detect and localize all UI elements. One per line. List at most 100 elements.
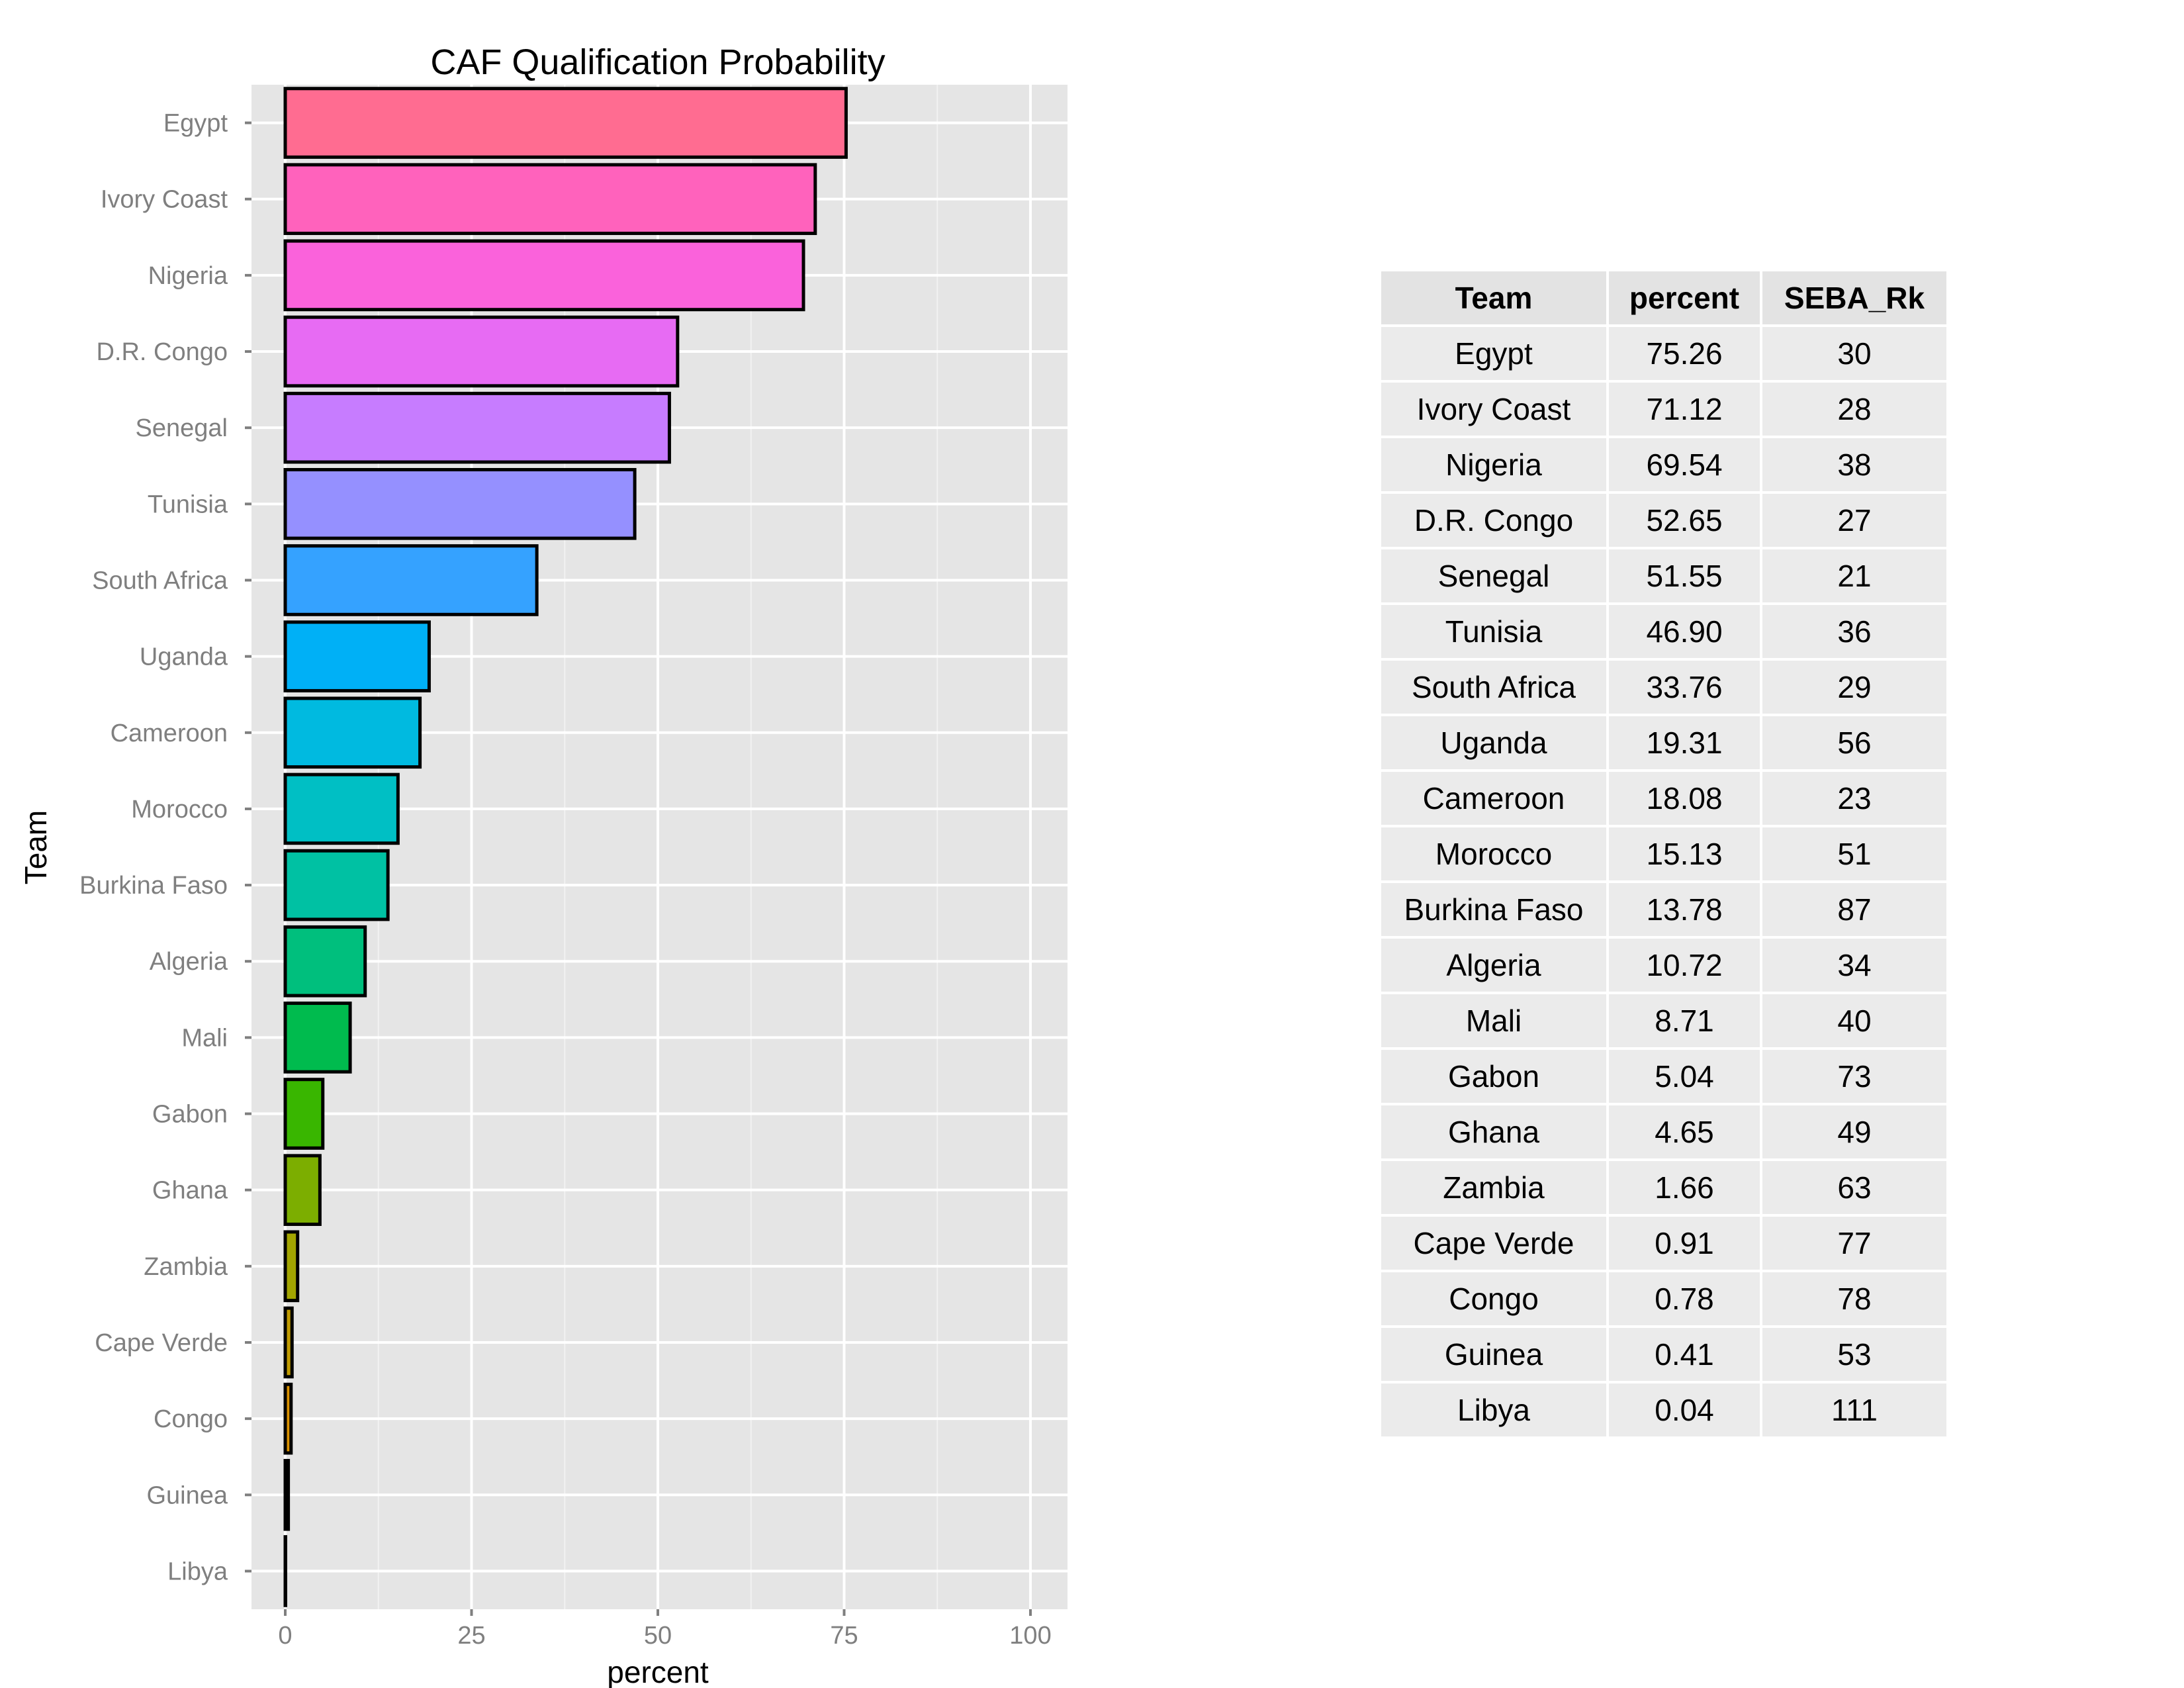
table-cell: Algeria bbox=[1381, 939, 1606, 992]
y-tick-label: Burkina Faso bbox=[79, 872, 228, 900]
table-cell: 0.78 bbox=[1609, 1272, 1760, 1325]
table-cell: 111 bbox=[1762, 1383, 1946, 1436]
y-tick-label: Zambia bbox=[144, 1253, 228, 1281]
table-cell: 87 bbox=[1762, 883, 1946, 936]
table-cell: 13.78 bbox=[1609, 883, 1760, 936]
table-cell: Gabon bbox=[1381, 1050, 1606, 1103]
bar-algeria bbox=[283, 925, 367, 998]
bar-morocco bbox=[283, 773, 400, 845]
table-cell: 19.31 bbox=[1609, 716, 1760, 769]
table-cell: Congo bbox=[1381, 1272, 1606, 1325]
table-cell: 36 bbox=[1762, 605, 1946, 658]
y-tick-label: Cameroon bbox=[111, 720, 228, 747]
bar-congo bbox=[283, 1382, 293, 1455]
table-cell: 0.91 bbox=[1609, 1217, 1760, 1270]
table-cell: Burkina Faso bbox=[1381, 883, 1606, 936]
bar-egypt bbox=[283, 87, 848, 159]
y-tick-label: Guinea bbox=[146, 1481, 228, 1509]
table-cell: Tunisia bbox=[1381, 605, 1606, 658]
table-cell: 30 bbox=[1762, 327, 1946, 380]
y-tick-label: D.R. Congo bbox=[96, 338, 228, 366]
column-header: percent bbox=[1609, 271, 1760, 324]
data-table: Team percent SEBA_Rk Egypt 75.26 30 Ivory Coa… bbox=[1379, 269, 1949, 1439]
y-tick-label: Uganda bbox=[140, 643, 228, 671]
y-axis-label: Team bbox=[19, 810, 53, 884]
table-cell: 1.66 bbox=[1609, 1161, 1760, 1214]
table-row: Tunisia 46.90 36 bbox=[1381, 605, 1946, 658]
bar-tunisia bbox=[283, 468, 637, 540]
x-tick-label: 25 bbox=[457, 1622, 485, 1650]
table-cell: 51 bbox=[1762, 827, 1946, 880]
bar-cape-verde bbox=[283, 1306, 294, 1379]
table-cell: 29 bbox=[1762, 661, 1946, 714]
table-row: South Africa 33.76 29 bbox=[1381, 661, 1946, 714]
table-row: Ghana 4.65 49 bbox=[1381, 1105, 1946, 1158]
bar-south-africa bbox=[283, 544, 539, 616]
y-tick-label: Nigeria bbox=[148, 262, 228, 290]
table-cell: 28 bbox=[1762, 383, 1946, 436]
column-header: SEBA_Rk bbox=[1762, 271, 1946, 324]
bar-ghana bbox=[283, 1154, 322, 1226]
table-cell: 77 bbox=[1762, 1217, 1946, 1270]
bar-ivory-coast bbox=[283, 163, 817, 236]
chart-title: CAF Qualification Probability bbox=[430, 42, 885, 82]
table-cell: 0.41 bbox=[1609, 1328, 1760, 1381]
table-row: Egypt 75.26 30 bbox=[1381, 327, 1946, 380]
table-cell: 71.12 bbox=[1609, 383, 1760, 436]
y-tick-label: Gabon bbox=[152, 1101, 228, 1129]
table-cell: 46.90 bbox=[1609, 605, 1760, 658]
y-tick-label: South Africa bbox=[92, 567, 228, 594]
table-cell: Cape Verde bbox=[1381, 1217, 1606, 1270]
bar-nigeria bbox=[283, 239, 805, 312]
table-cell: 52.65 bbox=[1609, 494, 1760, 547]
table-cell: 8.71 bbox=[1609, 994, 1760, 1047]
table-cell: 0.04 bbox=[1609, 1383, 1760, 1436]
y-tick-label: Mali bbox=[181, 1024, 228, 1052]
table-row: Algeria 10.72 34 bbox=[1381, 939, 1946, 992]
table-cell: 34 bbox=[1762, 939, 1946, 992]
x-axis-label: percent bbox=[607, 1655, 709, 1688]
x-tick-label: 100 bbox=[1009, 1622, 1051, 1650]
table-row: Morocco 15.13 51 bbox=[1381, 827, 1946, 880]
bar-burkina-faso bbox=[283, 849, 390, 921]
table-cell: 33.76 bbox=[1609, 661, 1760, 714]
table-cell: 78 bbox=[1762, 1272, 1946, 1325]
bar-d-r-congo bbox=[283, 315, 680, 388]
table-row: Cape Verde 0.91 77 bbox=[1381, 1217, 1946, 1270]
table-row: Mali 8.71 40 bbox=[1381, 994, 1946, 1047]
table-cell: Cameroon bbox=[1381, 772, 1606, 825]
bar-guinea bbox=[283, 1458, 291, 1531]
bar-cameroon bbox=[283, 696, 422, 769]
table-cell: 63 bbox=[1762, 1161, 1946, 1214]
table-row: Guinea 0.41 53 bbox=[1381, 1328, 1946, 1381]
table-cell: D.R. Congo bbox=[1381, 494, 1606, 547]
y-tick-label: Egypt bbox=[163, 110, 228, 138]
table-row: Uganda 19.31 56 bbox=[1381, 716, 1946, 769]
bar-senegal bbox=[283, 391, 671, 464]
table-cell: Guinea bbox=[1381, 1328, 1606, 1381]
table-header-row: Team percent SEBA_Rk bbox=[1381, 271, 1946, 324]
table-cell: 21 bbox=[1762, 549, 1946, 602]
table-cell: 4.65 bbox=[1609, 1105, 1760, 1158]
y-tick-label: Tunisia bbox=[148, 491, 228, 518]
table-row: Burkina Faso 13.78 87 bbox=[1381, 883, 1946, 936]
table-cell: Morocco bbox=[1381, 827, 1606, 880]
y-tick-label: Senegal bbox=[136, 414, 228, 442]
table-cell: 27 bbox=[1762, 494, 1946, 547]
plot-panel bbox=[251, 85, 1068, 1609]
bar-uganda bbox=[283, 620, 431, 692]
table-cell: Egypt bbox=[1381, 327, 1606, 380]
table-row: Gabon 5.04 73 bbox=[1381, 1050, 1946, 1103]
table-row: D.R. Congo 52.65 27 bbox=[1381, 494, 1946, 547]
table-cell: 38 bbox=[1762, 438, 1946, 491]
table-row: Congo 0.78 78 bbox=[1381, 1272, 1946, 1325]
bar-libya bbox=[283, 1535, 287, 1607]
table-cell: South Africa bbox=[1381, 661, 1606, 714]
table-cell: Senegal bbox=[1381, 549, 1606, 602]
table-cell: 75.26 bbox=[1609, 327, 1760, 380]
y-tick-label: Libya bbox=[167, 1558, 228, 1585]
bar-zambia bbox=[283, 1230, 300, 1303]
table-cell: 56 bbox=[1762, 716, 1946, 769]
table-cell: 18.08 bbox=[1609, 772, 1760, 825]
